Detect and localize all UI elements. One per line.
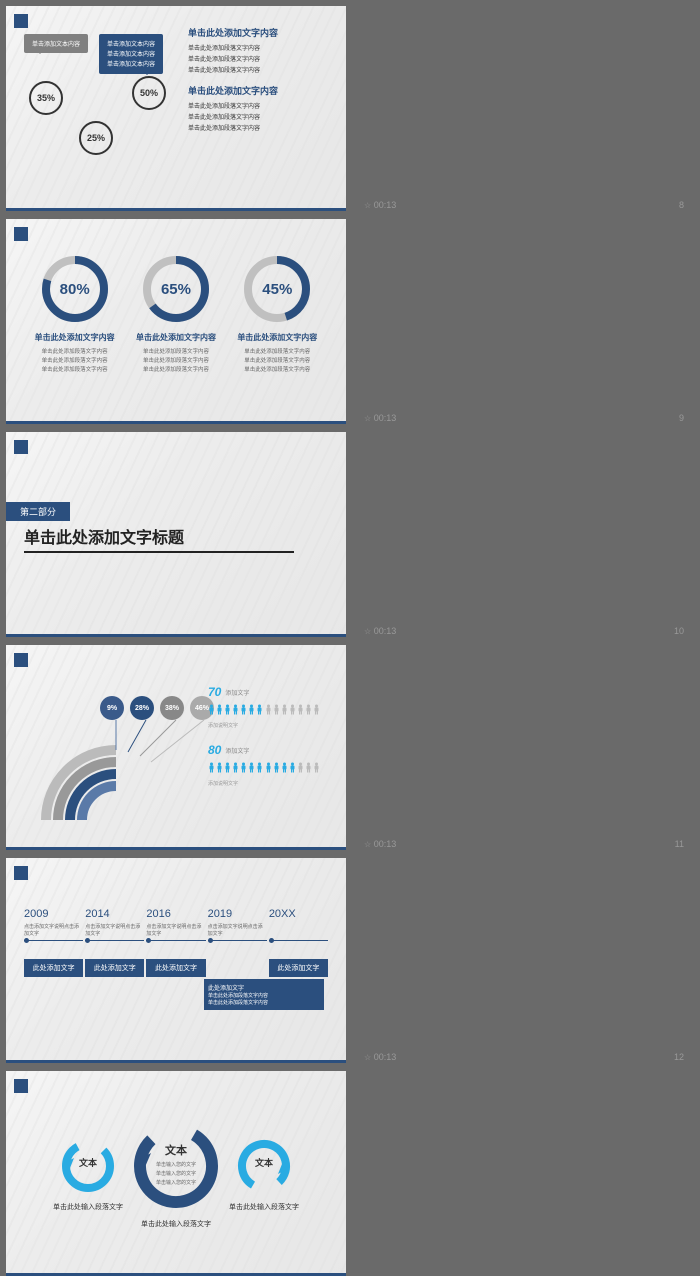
pct-dot-9: 9%: [100, 696, 124, 720]
timeline-boxes: 此处添加文字 此处添加文字 此处添加文字 此处添加文字: [24, 959, 328, 977]
slide-content: 9% 28% 38% 46% 70添加文字 添加说明文字 80添加文字 添加说明…: [6, 645, 346, 850]
text-block-1: 单击此处添加文字内容 单击此处添加段落文字内容 单击此处添加段落文字内容 单击此…: [188, 26, 328, 74]
person-icon: [297, 702, 304, 713]
star-icon: ☆: [364, 840, 371, 849]
slide-11: 2009点击添加文字说明点击添加文字 2014点击添加文字说明点击添加文字 20…: [6, 858, 346, 1063]
slide-10: 9% 28% 38% 46% 70添加文字 添加说明文字 80添加文字 添加说明…: [6, 645, 346, 850]
year-2014: 2014点击添加文字说明点击添加文字: [85, 908, 144, 941]
percent-circle-50: 50%: [132, 76, 166, 110]
slide-footer-bar: [6, 421, 346, 424]
people-icons-70: [208, 702, 328, 720]
timeline-detail-box: 此处添加文字 单击此处添加段落文字内容 单击此处添加段落文字内容: [204, 979, 324, 1010]
person-icon: [208, 760, 215, 771]
bubble-blue: 单击添加文本内容 单击添加文本内容 单击添加文本内容: [99, 34, 163, 74]
person-icon: [240, 702, 247, 713]
corner-square: [14, 866, 28, 880]
donut-charts: 80% 单击此处添加文字内容 单击此处添加段落文字内容 单击此处添加段落文字内容…: [24, 254, 328, 374]
section-label: 第二部分: [6, 502, 70, 521]
donut-3: 45% 单击此处添加文字内容 单击此处添加段落文字内容 单击此处添加段落文字内容…: [230, 254, 325, 374]
person-icon: [281, 702, 288, 713]
person-icon: [265, 702, 272, 713]
people-stats: 70添加文字 添加说明文字 80添加文字 添加说明文字: [208, 685, 328, 801]
timeline: 2009点击添加文字说明点击添加文字 2014点击添加文字说明点击添加文字 20…: [24, 908, 328, 1010]
timeline-years: 2009点击添加文字说明点击添加文字 2014点击添加文字说明点击添加文字 20…: [24, 908, 328, 941]
slide-12: 文本 单击此处输入段落文字 文本 单击输入您的文字 单击输入您的文字 单击输入您…: [6, 1071, 346, 1276]
people-row-80: 80添加文字 添加说明文字: [208, 743, 328, 787]
slide-9: 第二部分 单击此处添加文字标题: [6, 432, 346, 637]
person-icon: [305, 702, 312, 713]
slide-content: 80% 单击此处添加文字内容 单击此处添加段落文字内容 单击此处添加段落文字内容…: [6, 219, 346, 424]
pct-dot-28: 28%: [130, 696, 154, 720]
year-2019: 2019点击添加文字说明点击添加文字: [208, 908, 267, 941]
person-icon: [313, 760, 320, 771]
year-2016: 2016点击添加文字说明点击添加文字: [146, 908, 205, 941]
star-icon: ☆: [364, 627, 371, 636]
star-icon: ☆: [364, 414, 371, 423]
people-row-70: 70添加文字 添加说明文字: [208, 685, 328, 729]
donut-ring-80: 80%: [40, 254, 110, 324]
percent-circle-25: 25%: [79, 121, 113, 155]
donut-ring-45: 45%: [242, 254, 312, 324]
person-icon: [273, 760, 280, 771]
percent-circle-35: 35%: [29, 81, 63, 115]
star-icon: ☆: [364, 201, 371, 210]
year-20xx: 20XX: [269, 908, 328, 941]
person-icon: [224, 702, 231, 713]
person-icon: [289, 702, 296, 713]
person-icon: [224, 760, 231, 771]
cycle-left: 文本 单击此处输入段落文字: [53, 1138, 123, 1212]
corner-square: [14, 440, 28, 454]
person-icon: [281, 760, 288, 771]
person-icon: [273, 702, 280, 713]
year-2009: 2009点击添加文字说明点击添加文字: [24, 908, 83, 941]
donut-ring-65: 65%: [141, 254, 211, 324]
page-number: 11: [675, 839, 684, 849]
person-icon: [297, 760, 304, 771]
radial-chart: 9% 28% 38% 46%: [26, 670, 186, 830]
text-block-2: 单击此处添加文字内容 单击此处添加段落文字内容 单击此处添加段落文字内容 单击此…: [188, 84, 328, 132]
person-icon: [240, 760, 247, 771]
pct-dot-38: 38%: [160, 696, 184, 720]
person-icon: [305, 760, 312, 771]
person-icon: [248, 702, 255, 713]
slide-content: 单击添加文本内容 单击添加文本内容 单击添加文本内容 单击添加文本内容 35% …: [6, 6, 346, 211]
person-icon: [313, 702, 320, 713]
cycle-center: 文本 单击输入您的文字 单击输入您的文字 单击输入您的文字 单击此处输入段落文字: [131, 1121, 221, 1229]
slide-8: 80% 单击此处添加文字内容 单击此处添加段落文字内容 单击此处添加段落文字内容…: [6, 219, 346, 424]
person-icon: [256, 760, 263, 771]
page-number: 12: [674, 1052, 684, 1062]
speech-bubbles: 单击添加文本内容 单击添加文本内容 单击添加文本内容 单击添加文本内容 35% …: [24, 26, 174, 166]
slide-footer-bar: [6, 634, 346, 637]
donut-1: 80% 单击此处添加文字内容 单击此处添加段落文字内容 单击此处添加段落文字内容…: [27, 254, 122, 374]
text-blocks: 单击此处添加文字内容 单击此处添加段落文字内容 单击此处添加段落文字内容 单击此…: [188, 26, 328, 142]
person-icon: [232, 760, 239, 771]
person-icon: [289, 760, 296, 771]
person-icon: [216, 702, 223, 713]
page-number: 8: [679, 200, 684, 210]
page-number: 10: [674, 626, 684, 636]
slide-footer-bar: [6, 1060, 346, 1063]
person-icon: [256, 702, 263, 713]
bubble-gray: 单击添加文本内容: [24, 34, 88, 53]
person-icon: [216, 760, 223, 771]
slide-footer-bar: [6, 208, 346, 211]
star-icon: ☆: [364, 1053, 371, 1062]
slide-content: 文本 单击此处输入段落文字 文本 单击输入您的文字 单击输入您的文字 单击输入您…: [6, 1071, 346, 1276]
cycle-diagrams: 文本 单击此处输入段落文字 文本 单击输入您的文字 单击输入您的文字 单击输入您…: [24, 1121, 328, 1229]
person-icon: [265, 760, 272, 771]
donut-2: 65% 单击此处添加文字内容 单击此处添加段落文字内容 单击此处添加段落文字内容…: [128, 254, 223, 374]
person-icon: [232, 702, 239, 713]
person-icon: [208, 702, 215, 713]
page-number: 9: [679, 413, 684, 423]
cycle-right: 文本 单击此处输入段落文字: [229, 1138, 299, 1212]
slide-footer-bar: [6, 847, 346, 850]
slide-7: 单击添加文本内容 单击添加文本内容 单击添加文本内容 单击添加文本内容 35% …: [6, 6, 346, 211]
section-title: 单击此处添加文字标题: [24, 524, 294, 553]
people-icons-80: [208, 760, 328, 778]
person-icon: [248, 760, 255, 771]
